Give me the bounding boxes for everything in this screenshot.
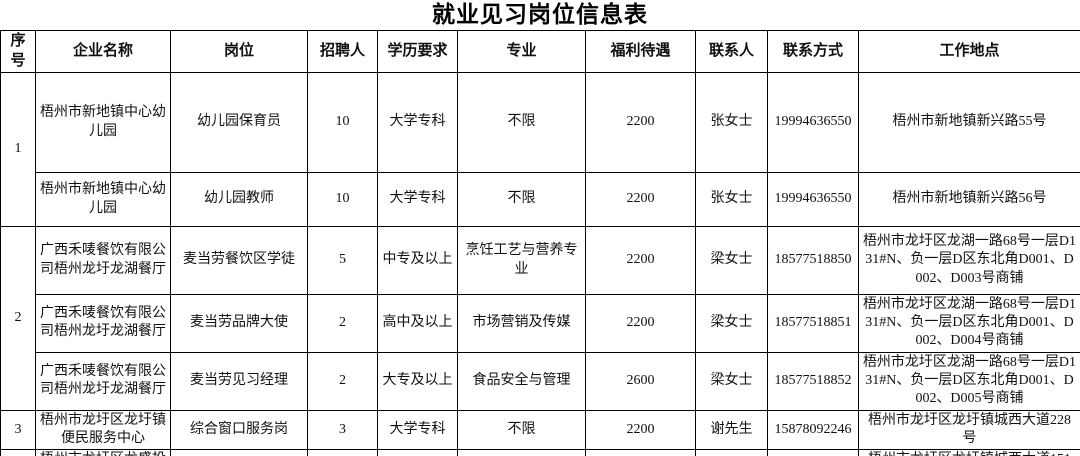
cell-major: 不限 <box>457 172 586 227</box>
table-row: 3 梧州市龙圩区龙圩镇便民服务中心 综合窗口服务岗 3 大学专科 不限 2200… <box>0 409 1080 450</box>
header-salary: 福利待遇 <box>585 30 696 73</box>
cell-salary: 2200 <box>585 409 696 450</box>
cell-count: 3 <box>307 409 378 450</box>
job-table: 序号 企业名称 岗位 招聘人 学历要求 专业 福利待遇 联系人 联系方式 工作地… <box>0 30 1080 456</box>
cell-education: 大学专科 <box>377 409 458 450</box>
cell-contact: 梁女士 <box>695 226 768 295</box>
cell-position: 综合窗口服务岗 <box>170 409 308 450</box>
cell-company: 梧州市新地镇中心幼儿园 <box>35 72 171 173</box>
cell-major: 不限 <box>457 448 586 456</box>
cell-salary: 2600 <box>585 351 696 411</box>
cell-no: 2 <box>0 226 36 411</box>
cell-phone: 18577518851 <box>767 294 859 353</box>
header-row: 序号 企业名称 岗位 招聘人 学历要求 专业 福利待遇 联系人 联系方式 工作地… <box>0 30 1080 73</box>
cell-phone: 18577518850 <box>767 226 859 295</box>
cell-major: 烹饪工艺与营养专业 <box>457 226 586 295</box>
cell-position: 麦当劳品牌大使 <box>170 294 308 353</box>
header-major: 专业 <box>457 30 586 73</box>
table-row: 广西禾唛餐饮有限公司梧州龙圩龙湖餐厅 麦当劳见习经理 2 大专及以上 食品安全与… <box>1 351 1080 411</box>
cell-location: 梧州市龙圩区龙湖一路68号一层D131#N、负一层D区东北角D001、D002、… <box>858 351 1080 411</box>
cell-company: 梧州市新地镇中心幼儿园 <box>35 172 171 227</box>
cell-position: 幼儿园保育员 <box>170 72 308 173</box>
table-row: 梧州市新地镇中心幼儿园 幼儿园教师 10 大学专科 不限 2200 张女士 19… <box>1 172 1080 227</box>
header-no: 序号 <box>0 30 36 73</box>
table-row: 广西禾唛餐饮有限公司梧州龙圩龙湖餐厅 麦当劳品牌大使 2 高中及以上 市场营销及… <box>1 294 1080 353</box>
cell-contact: 梁女士 <box>695 351 768 411</box>
cell-education: 高中及以上 <box>377 294 458 353</box>
header-phone: 联系方式 <box>767 30 859 73</box>
header-contact: 联系人 <box>695 30 768 73</box>
cell-education: 大专及以上 <box>377 351 458 411</box>
cell-education: 大学专科 <box>377 448 458 456</box>
header-count: 招聘人 <box>307 30 378 73</box>
cell-count: 3 <box>307 448 378 456</box>
cell-phone: 18577518852 <box>767 351 859 411</box>
table-row: 4 梧州市龙圩区龙盛投资有限责任公司 综合窗口服务岗 3 大学专科 不限 220… <box>0 448 1080 456</box>
cell-location: 梧州市龙圩区龙圩镇城西大道151号 <box>858 448 1080 456</box>
cell-phone: 19994636550 <box>767 172 859 227</box>
cell-location: 梧州市龙圩区龙圩镇城西大道228号 <box>858 409 1080 450</box>
cell-count: 2 <box>307 351 378 411</box>
cell-no: 4 <box>0 448 36 456</box>
cell-major: 不限 <box>457 72 586 173</box>
cell-company: 广西禾唛餐饮有限公司梧州龙圩龙湖餐厅 <box>35 294 171 353</box>
cell-contact: 谢先生 <box>695 448 768 456</box>
cell-contact: 谢先生 <box>695 409 768 450</box>
page-title: 就业见习岗位信息表 <box>432 2 648 27</box>
cell-major: 不限 <box>457 409 586 450</box>
cell-salary: 2200 <box>585 72 696 173</box>
cell-salary: 2200 <box>585 226 696 295</box>
cell-salary: 2200 <box>585 172 696 227</box>
cell-position: 麦当劳餐饮区学徒 <box>170 226 308 295</box>
cell-count: 10 <box>307 72 378 173</box>
cell-location: 梧州市新地镇新兴路56号 <box>858 172 1080 227</box>
cell-contact: 梁女士 <box>695 294 768 353</box>
cell-phone: 15878092246 <box>767 409 859 450</box>
cell-phone: 19994636550 <box>767 72 859 173</box>
cell-company: 广西禾唛餐饮有限公司梧州龙圩龙湖餐厅 <box>35 351 171 411</box>
header-location: 工作地点 <box>858 30 1080 73</box>
cell-salary: 2200 <box>585 448 696 456</box>
cell-location: 梧州市新地镇新兴路55号 <box>858 72 1080 173</box>
cell-no: 1 <box>0 72 36 227</box>
table-row: 1 梧州市新地镇中心幼儿园 幼儿园保育员 10 大学专科 不限 2200 张女士… <box>0 72 1080 227</box>
table-row: 2 广西禾唛餐饮有限公司梧州龙圩龙湖餐厅 麦当劳餐饮区学徒 5 中专及以上 烹饪… <box>0 226 1080 411</box>
header-education: 学历要求 <box>377 30 458 73</box>
cell-major: 食品安全与管理 <box>457 351 586 411</box>
cell-position: 麦当劳见习经理 <box>170 351 308 411</box>
cell-company: 梧州市龙圩区龙盛投资有限责任公司 <box>35 448 171 456</box>
cell-no: 3 <box>0 409 36 450</box>
cell-contact: 张女士 <box>695 172 768 227</box>
cell-location: 梧州市龙圩区龙湖一路68号一层D131#N、负一层D区东北角D001、D002、… <box>858 226 1080 295</box>
cell-major: 市场营销及传媒 <box>457 294 586 353</box>
cell-position: 综合窗口服务岗 <box>170 448 308 456</box>
cell-count: 5 <box>307 226 378 295</box>
cell-education: 大学专科 <box>377 172 458 227</box>
cell-count: 2 <box>307 294 378 353</box>
cell-contact: 张女士 <box>695 72 768 173</box>
cell-salary: 2200 <box>585 294 696 353</box>
cell-company: 广西禾唛餐饮有限公司梧州龙圩龙湖餐厅 <box>35 226 171 295</box>
cell-education: 中专及以上 <box>377 226 458 295</box>
header-company: 企业名称 <box>35 30 171 73</box>
cell-position: 幼儿园教师 <box>170 172 308 227</box>
cell-education: 大学专科 <box>377 72 458 173</box>
cell-location: 梧州市龙圩区龙湖一路68号一层D131#N、负一层D区东北角D001、D002、… <box>858 294 1080 353</box>
cell-company: 梧州市龙圩区龙圩镇便民服务中心 <box>35 409 171 450</box>
cell-count: 10 <box>307 172 378 227</box>
cell-phone: 15878092246 <box>767 448 859 456</box>
header-position: 岗位 <box>170 30 308 73</box>
